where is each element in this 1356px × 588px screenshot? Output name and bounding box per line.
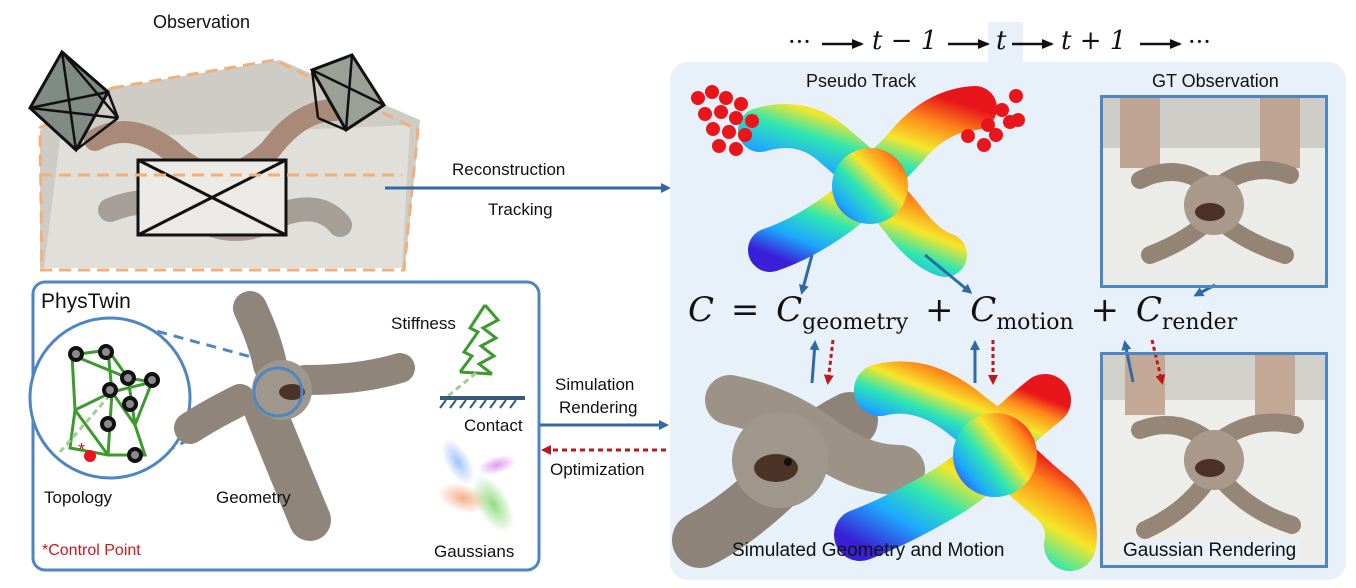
equation-sub-geometry: geometry [802,309,909,335]
equation-plus-1: + [924,290,954,330]
pseudo-track-shape [738,86,997,277]
control-point-asterisk: * [78,440,86,460]
arrow-render-up [1121,340,1135,383]
simulated-plush-geometry [672,375,925,568]
simulated-geometry-motion-label: Simulated Geometry and Motion [732,540,1005,561]
contact-icon [439,396,525,409]
equation-equals: = [730,290,760,330]
camera-left-icon [28,49,120,153]
pseudo-track-points [691,85,1025,156]
gaussians-label: Gaussians [434,542,515,561]
arrow-sim-up-geometry [809,340,820,384]
timeline-t-highlight [988,22,1023,62]
control-point-marker [84,450,96,462]
simulation-label: Simulation [555,375,635,394]
stiffness-icon [447,304,501,398]
optimization-label: Optimization [550,460,645,479]
timeline-t-plus-1: t + 1 [1061,26,1127,56]
rendering-label: Rendering [559,398,638,417]
equation-sub-motion: motion [996,309,1074,335]
gaussian-rendering-image [1103,355,1325,565]
equation-c-geometry: C [776,290,803,330]
arrow-opt-down-geometry [823,339,835,385]
control-point-label: *Control Point [42,542,141,559]
equation-lhs: C [688,290,715,330]
equation-plus-2: + [1090,290,1120,330]
pseudo-track-label: Pseudo Track [806,71,917,91]
arrow-track-to-geometry [798,254,814,295]
stiffness-label: Stiffness [391,314,456,333]
observation-scene [28,49,420,272]
equation-c-render: C [1135,290,1162,330]
gt-observation-image [1103,98,1325,285]
phystwin-plush-geometry [174,291,415,541]
arrow-opt-down-render [1150,339,1166,385]
gt-observation-label: GT Observation [1152,71,1279,91]
timeline-t: t [996,26,1007,56]
equation-c-motion: C [970,290,997,330]
gaussian-rendering-frame [1100,352,1328,568]
tracking-label: Tracking [488,200,553,219]
equation-sub-render: render [1161,309,1238,335]
loss-equation: C = Cgeometry + Cmotion + Crender [688,290,1237,335]
gaussian-rendering-label: Gaussian Rendering [1120,540,1300,562]
timeline-right-ellipsis: ··· [1188,28,1211,56]
gt-observation-frame [1100,95,1328,288]
timeline-left-ellipsis: ··· [788,28,811,56]
geometry-label: Geometry [216,488,291,507]
timeline-t-minus-1: t − 1 [872,26,938,56]
phystwin-title: PhysTwin [41,290,131,313]
reconstruction-label: Reconstruction [452,160,566,179]
simulated-motion-shape [834,361,1097,571]
contact-label: Contact [464,416,523,435]
arrow-track-to-motion [924,253,973,294]
gaussians-icon [437,438,517,533]
camera-right-icon [309,53,387,133]
topology-label: Topology [44,488,113,507]
observation-title: Observation [153,12,251,32]
